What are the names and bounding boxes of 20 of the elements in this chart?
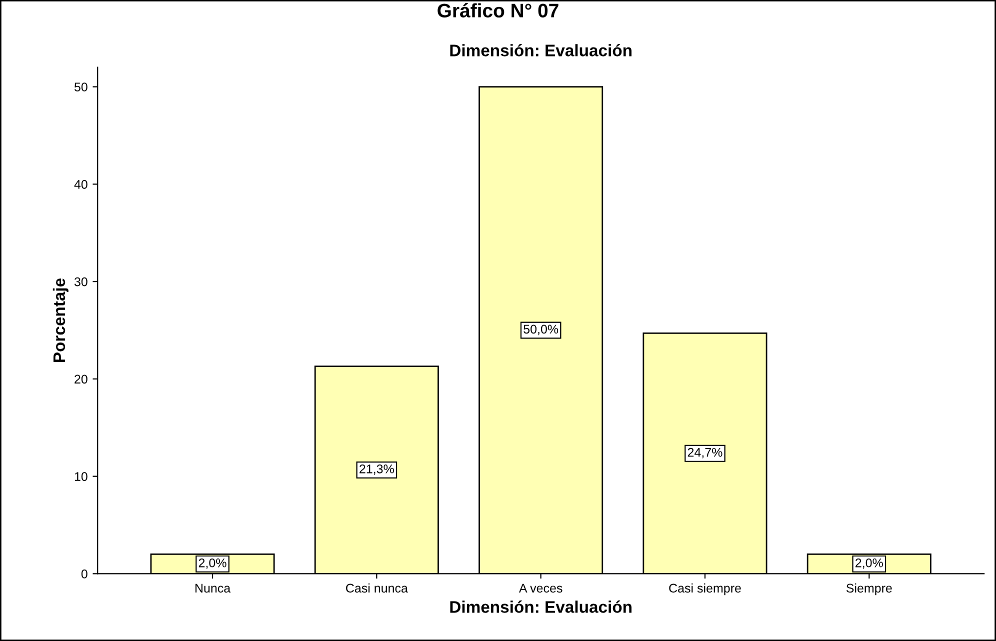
data-label: 2,0%: [856, 558, 883, 569]
y-tick-label: 50: [74, 82, 88, 92]
y-tick-label: 0: [81, 569, 88, 578]
y-tick-label: 20: [74, 374, 88, 384]
data-label: 2,0%: [198, 558, 226, 569]
data-label: 21,3%: [360, 464, 394, 475]
y-tick-label: 10: [74, 472, 88, 481]
x-tick-label: Casi siempre: [669, 583, 741, 596]
x-tick-label: Siempre: [846, 583, 892, 596]
y-axis-title: Porcentaje: [52, 278, 68, 362]
x-axis-title: Dimensión: Evaluación: [450, 600, 632, 613]
chart-title: Gráfico N° 07: [438, 3, 558, 18]
x-tick-label: Casi nunca: [346, 583, 408, 593]
x-tick-label: Nunca: [195, 584, 231, 593]
y-tick-label: 30: [74, 277, 88, 286]
chart-subtitle: Dimensión: Evaluación: [450, 44, 632, 56]
x-tick-label: A veces: [518, 584, 562, 593]
data-label: 24,7%: [688, 448, 722, 458]
data-label: 50,0%: [524, 324, 558, 336]
y-tick-label: 40: [74, 180, 88, 189]
